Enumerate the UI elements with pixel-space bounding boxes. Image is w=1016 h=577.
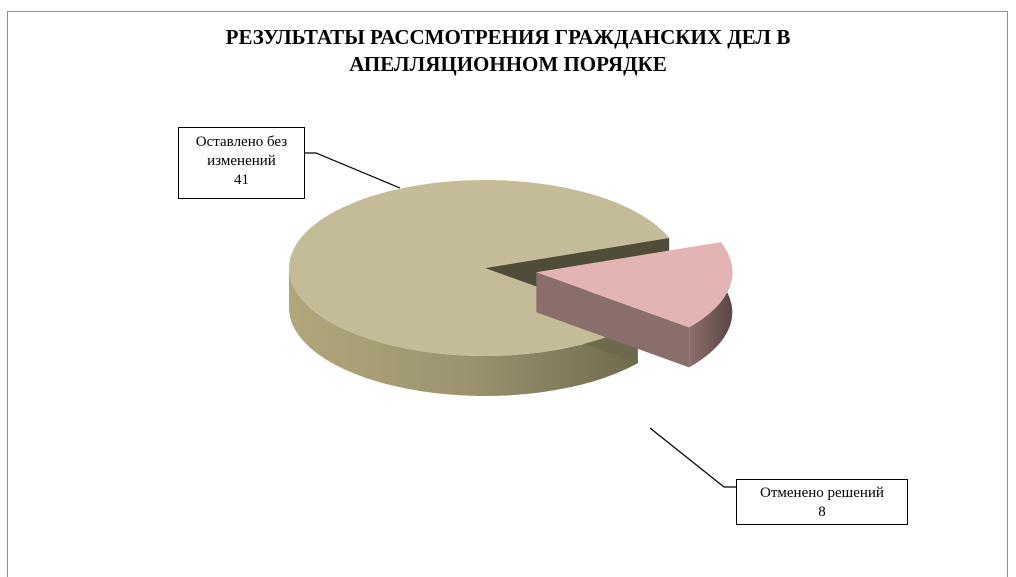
- data-label-unchanged-line1: Оставлено без: [195, 134, 288, 150]
- data-label-unchanged-value: 41: [234, 172, 249, 188]
- chart-title: РЕЗУЛЬТАТЫ РАССМОТРЕНИЯ ГРАЖДАНСКИХ ДЕЛ …: [0, 24, 1016, 78]
- slice-reversed-cut-face: [536, 272, 690, 368]
- data-label-unchanged: Оставлено без изменений 41: [178, 127, 305, 199]
- chart-title-line-1: РЕЗУЛЬТАТЫ РАССМОТРЕНИЯ ГРАЖДАНСКИХ ДЕЛ …: [225, 25, 791, 49]
- leader-line-reversed: [649, 427, 736, 488]
- data-label-unchanged-line2: изменений: [207, 153, 276, 169]
- chart-title-line-2: АПЕЛЛЯЦИОННОМ ПОРЯДКЕ: [349, 52, 667, 76]
- data-label-reversed-line1: Отменено решений: [760, 485, 884, 501]
- slice-unchanged-side: [289, 268, 638, 397]
- data-label-reversed-value: 8: [818, 504, 826, 520]
- data-label-reversed: Отменено решений 8: [736, 479, 908, 525]
- slice-reversed: [536, 242, 733, 328]
- leader-line-unchanged: [305, 152, 401, 189]
